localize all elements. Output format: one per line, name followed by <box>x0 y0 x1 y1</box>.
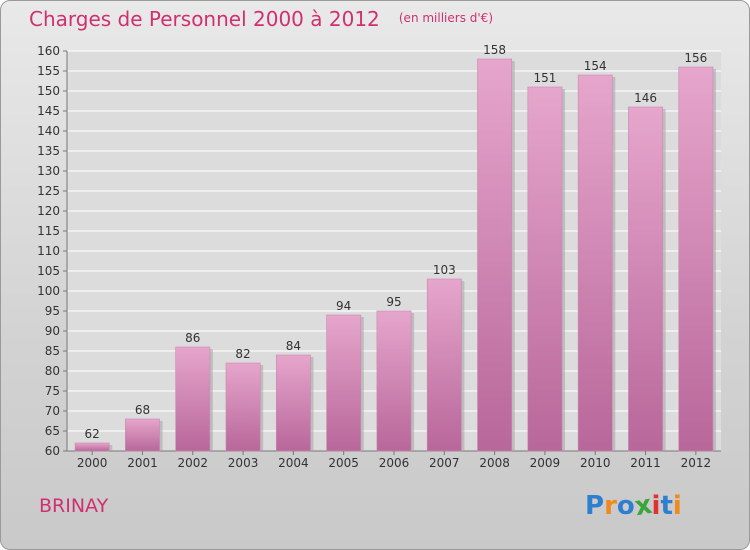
bar-value-label: 146 <box>634 91 657 105</box>
logo-letter: o <box>616 491 635 521</box>
bar-value-label: 62 <box>85 427 100 441</box>
y-tick-label: 100 <box>37 284 60 298</box>
x-tick-label: 2008 <box>479 456 510 470</box>
y-tick-label: 80 <box>45 364 60 378</box>
bar-value-label: 151 <box>533 71 556 85</box>
logo-letter: P <box>585 491 605 521</box>
y-tick-label: 65 <box>45 424 60 438</box>
bar-value-label: 94 <box>336 299 351 313</box>
x-tick-label: 2007 <box>429 456 460 470</box>
bar <box>527 86 563 452</box>
y-tick-label: 140 <box>37 124 60 138</box>
y-tick-label: 60 <box>45 444 60 458</box>
logo-letter: r <box>604 491 617 521</box>
bar <box>225 362 261 452</box>
bar <box>376 310 412 452</box>
bar-value-label: 156 <box>684 51 707 65</box>
bar-value-label: 154 <box>584 59 607 73</box>
bar <box>628 106 663 452</box>
logo-letter: i <box>651 491 661 521</box>
y-tick-label: 110 <box>37 244 60 258</box>
x-tick-label: 2012 <box>681 456 712 470</box>
x-tick-label: 2005 <box>328 456 359 470</box>
y-tick-label: 130 <box>37 164 60 178</box>
y-tick-label: 70 <box>45 404 60 418</box>
logo-letter: i <box>672 491 682 521</box>
y-tick-label: 125 <box>37 184 60 198</box>
y-tick-label: 160 <box>37 44 60 58</box>
y-tick-label: 95 <box>45 304 60 318</box>
x-tick-label: 2009 <box>530 456 561 470</box>
bar-value-label: 84 <box>286 339 301 353</box>
bar <box>678 66 714 452</box>
x-tick-label: 2011 <box>630 456 661 470</box>
y-tick-label: 145 <box>37 104 60 118</box>
y-tick-label: 155 <box>37 64 60 78</box>
chart-subtitle: (en milliers d'€) <box>398 11 493 25</box>
place-name: BRINAY <box>39 495 109 517</box>
x-tick-label: 2002 <box>177 456 208 470</box>
bar-value-label: 95 <box>386 295 401 309</box>
bar-value-label: 103 <box>433 263 456 277</box>
bar <box>326 314 362 452</box>
y-tick-label: 150 <box>37 84 60 98</box>
bar-value-label: 86 <box>185 331 200 345</box>
bar <box>74 442 110 452</box>
bar <box>577 74 613 452</box>
logo-letter: t <box>660 491 673 521</box>
proxiti-logo: Proxiti <box>585 490 682 522</box>
title-row: Charges de Personnel 2000 à 2012 (en mil… <box>29 7 493 31</box>
bar-value-label: 82 <box>235 347 250 361</box>
x-tick-label: 2006 <box>379 456 410 470</box>
y-tick-label: 135 <box>37 144 60 158</box>
bar <box>426 278 462 452</box>
chart-title: Charges de Personnel 2000 à 2012 <box>29 7 380 31</box>
bar <box>275 354 311 452</box>
x-tick-label: 2003 <box>228 456 259 470</box>
x-tick-label: 2001 <box>127 456 158 470</box>
y-tick-label: 105 <box>37 264 60 278</box>
y-tick-label: 85 <box>45 344 60 358</box>
y-tick-label: 75 <box>45 384 60 398</box>
y-tick-label: 90 <box>45 324 60 338</box>
x-tick-label: 2000 <box>77 456 108 470</box>
y-tick-label: 115 <box>37 224 60 238</box>
y-tick-label: 120 <box>37 204 60 218</box>
bar-value-label: 68 <box>135 403 150 417</box>
bar <box>125 418 160 452</box>
bar-value-label: 158 <box>483 43 506 57</box>
x-tick-label: 2010 <box>580 456 611 470</box>
bar <box>175 346 211 452</box>
x-tick-label: 2004 <box>278 456 309 470</box>
bar <box>477 58 513 452</box>
